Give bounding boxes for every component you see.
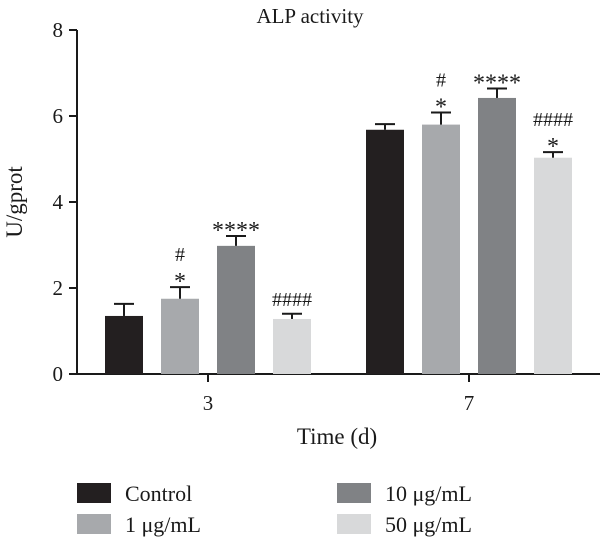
bar xyxy=(534,157,572,374)
legend-swatch xyxy=(77,514,111,534)
legend-swatch xyxy=(337,514,371,534)
y-axis-label: U/gprot xyxy=(2,166,27,238)
legend-label: 10 μg/mL xyxy=(385,481,472,506)
bars: * # * # **** **** #### * #### xyxy=(105,70,573,374)
legend-label: 1 μg/mL xyxy=(125,512,201,537)
significance-label: **** xyxy=(212,218,260,244)
x-axis-label: Time (d) xyxy=(297,424,377,449)
legend-label: 50 μg/mL xyxy=(385,512,472,537)
significance-label: # xyxy=(175,244,185,266)
bar xyxy=(105,315,143,374)
bar xyxy=(422,124,460,374)
significance-label: #### xyxy=(272,289,312,311)
bar xyxy=(217,245,255,374)
legend-label: Control xyxy=(125,481,192,506)
y-tick-label: 8 xyxy=(53,18,64,42)
chart-title: ALP activity xyxy=(256,4,364,28)
bar xyxy=(366,129,404,374)
significance-label: * xyxy=(547,134,559,160)
y-tick-label: 2 xyxy=(53,276,64,300)
significance-label: # xyxy=(436,70,446,92)
bar xyxy=(273,318,311,374)
legend-swatch xyxy=(77,483,111,503)
x-tick-label: 3 xyxy=(203,391,214,415)
significance-label: * xyxy=(435,95,447,121)
bar xyxy=(478,97,516,374)
legend: Control 1 μg/mL 10 μg/mL 50 μg/mL xyxy=(77,481,472,537)
significance-label: * xyxy=(174,269,186,295)
significance-label: **** xyxy=(473,70,521,96)
significance-label: #### xyxy=(533,109,573,131)
y-tick-label: 0 xyxy=(53,362,64,386)
legend-swatch xyxy=(337,483,371,503)
bar xyxy=(161,298,199,374)
y-tick-label: 4 xyxy=(53,190,64,214)
x-tick-label: 7 xyxy=(464,391,475,415)
y-tick-label: 6 xyxy=(53,104,64,128)
